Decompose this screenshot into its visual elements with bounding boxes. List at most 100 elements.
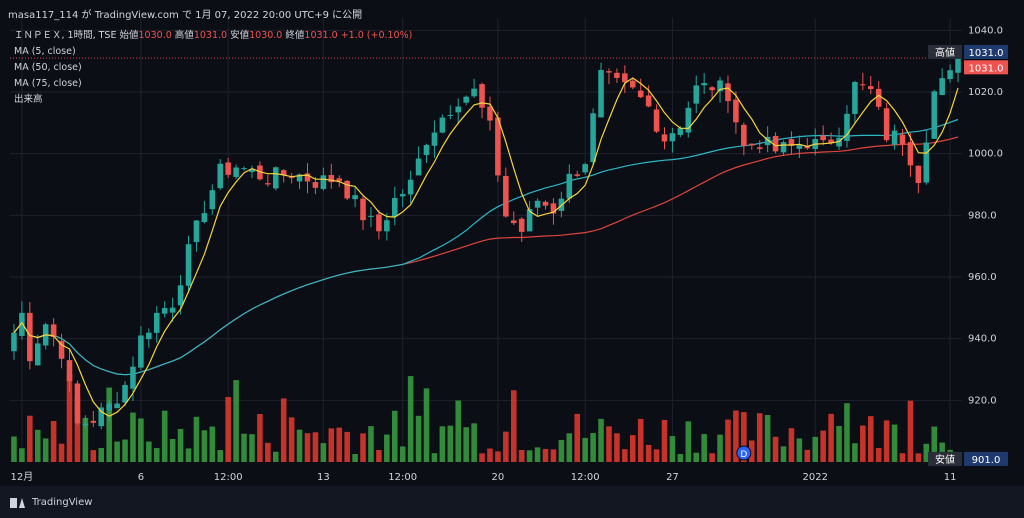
volume-bar bbox=[177, 428, 184, 462]
candle bbox=[741, 122, 747, 156]
y-tick-label: 1040.0 bbox=[968, 25, 1003, 36]
candle bbox=[931, 89, 938, 139]
volume-bar bbox=[423, 388, 430, 462]
legend-ma75[interactable]: MA (75, close) bbox=[14, 78, 82, 89]
volume-bar bbox=[883, 420, 890, 462]
volume-bar bbox=[574, 413, 581, 462]
x-tick-label: 12:00 bbox=[571, 472, 600, 483]
price-axis[interactable]: 920.0 940.0 960.0 980.0 1000.0 1020.0 1040.0 bbox=[962, 0, 1024, 486]
volume-bar bbox=[399, 446, 406, 462]
ma50-line bbox=[13, 118, 959, 376]
time-axis[interactable]: 12月 6 12:00 13 12:00 20 12:00 27 2022 11 bbox=[0, 462, 1024, 486]
volume-bar bbox=[725, 419, 731, 462]
volume-bar bbox=[526, 450, 533, 462]
volume-bar bbox=[503, 431, 509, 462]
volume-bar bbox=[27, 415, 33, 462]
candle bbox=[471, 78, 477, 98]
candle bbox=[661, 127, 668, 150]
ma50-path bbox=[13, 118, 959, 376]
volume-bar bbox=[931, 426, 938, 462]
candle bbox=[748, 143, 755, 150]
last-price-tag: 1031.0 bbox=[964, 60, 1008, 74]
price-tags: 高値 1031.0 1031.0 安値 901.0 bbox=[928, 44, 1008, 466]
low-price-tag: 安値 901.0 bbox=[928, 451, 1008, 466]
volume-bar bbox=[590, 433, 596, 462]
x-tick-label: 12:00 bbox=[214, 472, 243, 483]
candle bbox=[34, 334, 41, 366]
candle bbox=[304, 163, 311, 194]
candle bbox=[495, 111, 501, 183]
ohlc-low-value: 1030.0 bbox=[249, 30, 283, 41]
volume-bar bbox=[50, 421, 57, 462]
candle bbox=[241, 166, 247, 171]
candle bbox=[479, 82, 485, 119]
volume-bar bbox=[66, 374, 73, 462]
volume-bar bbox=[733, 410, 739, 462]
volume-bar bbox=[415, 415, 422, 462]
volume-bar bbox=[185, 448, 192, 462]
price-chart[interactable]: 920.0 940.0 960.0 980.0 1000.0 1020.0 1040.0 1… bbox=[0, 0, 1024, 486]
legend-ma5[interactable]: MA (5, close) bbox=[14, 46, 76, 57]
candle bbox=[146, 328, 152, 348]
candle bbox=[510, 211, 517, 226]
volume-bar bbox=[772, 436, 779, 462]
candle bbox=[431, 120, 438, 158]
candle bbox=[788, 131, 795, 155]
event-marker[interactable]: D bbox=[736, 445, 752, 461]
volume-bar bbox=[606, 426, 612, 462]
candle bbox=[312, 177, 319, 195]
volume-bar bbox=[439, 426, 446, 462]
candle bbox=[772, 132, 779, 154]
volume-bar bbox=[907, 400, 914, 462]
ohlc-low-label: 安値 bbox=[230, 30, 250, 41]
tradingview-logo[interactable]: TradingView bbox=[10, 497, 92, 508]
candle bbox=[280, 169, 287, 183]
candle bbox=[590, 108, 596, 166]
tradingview-brand: TradingView bbox=[32, 497, 93, 508]
volume-bar bbox=[431, 453, 438, 462]
candle bbox=[820, 125, 826, 146]
y-tick-label: 1020.0 bbox=[968, 87, 1003, 98]
volume-bar bbox=[114, 441, 120, 462]
volume-bar bbox=[669, 436, 676, 462]
volume-bar bbox=[463, 427, 469, 462]
volume-bar bbox=[352, 453, 358, 462]
x-tick-label: 20 bbox=[492, 472, 505, 483]
candle bbox=[518, 217, 525, 242]
symbol-line[interactable]: ＩＮＰＥＸ, 1時間, TSE 始値1030.0 高値1031.0 安値1030… bbox=[14, 28, 412, 44]
candle bbox=[161, 301, 168, 318]
legend-volume[interactable]: 出来高 bbox=[14, 94, 43, 105]
volume-bar bbox=[709, 453, 715, 462]
volume-bar bbox=[860, 425, 866, 462]
candle bbox=[193, 219, 200, 252]
candle bbox=[399, 189, 406, 208]
volume-bar bbox=[518, 449, 525, 462]
volume-bar bbox=[296, 429, 303, 462]
volume-bar bbox=[875, 447, 882, 462]
volume-bar bbox=[241, 433, 247, 462]
candle bbox=[653, 104, 660, 134]
high-price-tag: 高値 1031.0 bbox=[928, 44, 1008, 59]
volume-bar bbox=[677, 453, 684, 462]
candle bbox=[891, 124, 898, 150]
volume-bar bbox=[804, 449, 811, 462]
volume-bar bbox=[11, 436, 17, 462]
candle bbox=[566, 164, 573, 203]
volume-bar bbox=[487, 448, 493, 462]
volume-bar bbox=[265, 442, 271, 462]
candle bbox=[796, 135, 803, 158]
volume-bar bbox=[915, 453, 922, 462]
candle bbox=[836, 127, 842, 151]
volume-bar bbox=[693, 452, 700, 462]
volume-bar bbox=[19, 448, 25, 462]
legend-ma50[interactable]: MA (50, close) bbox=[14, 62, 82, 73]
volume-bar bbox=[471, 423, 477, 462]
volume-bar bbox=[844, 403, 850, 462]
candle bbox=[693, 75, 700, 114]
volume-bar bbox=[344, 431, 350, 462]
volume-bar bbox=[384, 434, 390, 462]
candle bbox=[217, 159, 224, 190]
dividend-marker-icon[interactable] bbox=[736, 445, 752, 461]
candle bbox=[249, 165, 255, 179]
